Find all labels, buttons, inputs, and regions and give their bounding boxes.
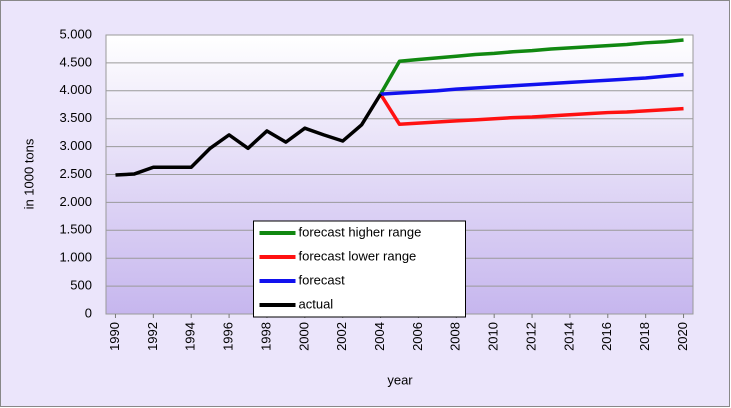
x-tick-label: 2018 [637,322,652,351]
x-tick-label: 2012 [523,322,538,351]
x-tick-label: 1996 [221,322,236,351]
x-tick-label: 2002 [334,322,349,351]
y-tick-label: 5.000 [59,26,92,41]
y-tick-label: 3.500 [59,110,92,125]
legend-label: forecast [299,272,346,287]
series-line [115,93,383,177]
y-tick-label: 4.000 [59,82,92,97]
y-tick-label: 500 [70,278,92,293]
x-tick-label: 2014 [561,322,576,351]
x-tick-label: 1990 [107,322,122,351]
y-tick-label: 2.000 [59,194,92,209]
legend-label: forecast lower range [299,248,417,263]
series-line [380,72,684,96]
x-tick-label: 2000 [296,322,311,351]
x-tick-label: 2010 [486,322,501,351]
x-tick-label: 1998 [258,322,273,351]
y-tick-label: 3.000 [59,138,92,153]
y-tick-label: 2.500 [59,166,92,181]
y-tick-label: 1.500 [59,222,92,237]
legend-box [253,220,466,318]
x-tick-label: 2016 [599,322,614,351]
x-tick-label: 1994 [183,322,198,351]
x-tick-label: 2004 [372,322,387,351]
x-tick-label: 1992 [145,322,160,351]
legend-label: forecast higher range [299,224,422,239]
x-tick-label: 2008 [448,322,463,351]
series-line [379,38,684,96]
x-tick-label: 2006 [410,322,425,351]
series-line [379,93,684,127]
x-axis-label: year [387,372,413,387]
y-tick-label: 4.500 [59,54,92,69]
y-tick-label: 1.000 [59,250,92,265]
x-tick-label: 2020 [675,322,690,351]
y-tick-label: 0 [85,305,92,320]
legend-label: actual [299,296,334,311]
y-axis-label: in 1000 tons [21,138,36,209]
